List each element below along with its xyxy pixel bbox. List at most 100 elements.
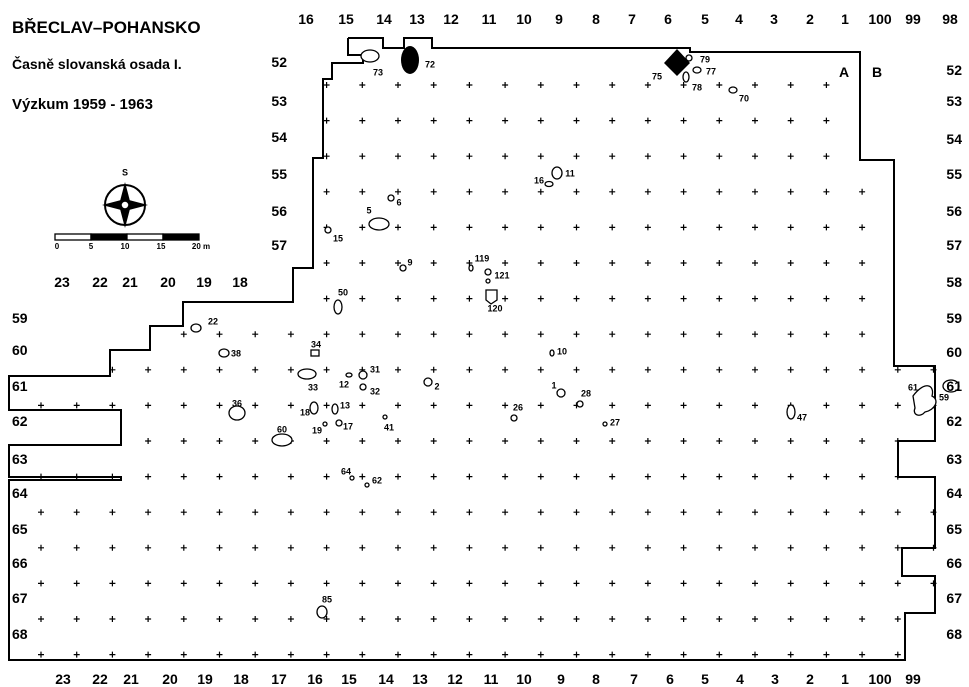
grid-cross — [680, 438, 687, 444]
feature-outline — [364, 482, 370, 488]
grid-row-label: 65 — [946, 521, 962, 537]
grid-cross — [680, 82, 687, 88]
grid-cross — [466, 295, 473, 302]
grid-cross — [609, 295, 616, 302]
grid-cross — [823, 509, 830, 516]
grid-cross — [787, 188, 794, 195]
feature-outline — [728, 86, 738, 94]
feature-number: 77 — [705, 66, 717, 77]
grid-cross — [145, 616, 152, 622]
grid-cross — [752, 509, 758, 516]
grid-cross — [109, 544, 116, 551]
grid-column-label: 21 — [122, 274, 138, 290]
section-label: B — [871, 64, 883, 80]
grid-cross — [466, 616, 473, 622]
grid-column-label: 6 — [666, 671, 674, 687]
grid-cross — [466, 366, 473, 373]
grid-cross — [680, 331, 687, 338]
grid-cross — [466, 473, 473, 480]
grid-cross — [430, 616, 437, 622]
grid-cross — [359, 331, 366, 338]
grid-cross — [752, 153, 758, 160]
grid-cross — [216, 331, 223, 338]
grid-cross — [823, 224, 830, 231]
grid-column-label: 99 — [905, 11, 921, 27]
grid-cross — [395, 402, 401, 409]
grid-cross — [787, 224, 794, 231]
grid-cross — [502, 651, 509, 658]
feature-number: 2 — [434, 381, 440, 392]
grid-cross — [252, 438, 259, 444]
grid-cross — [787, 331, 794, 338]
grid-cross — [216, 616, 223, 622]
grid-cross — [752, 651, 758, 658]
grid-crosses — [38, 82, 937, 658]
grid-cross — [395, 260, 401, 266]
grid-cross — [752, 331, 758, 338]
grid-cross — [323, 117, 330, 124]
grid-row-label: 64 — [12, 485, 28, 501]
grid-cross — [109, 366, 116, 373]
grid-cross — [38, 616, 44, 622]
grid-cross — [787, 260, 794, 266]
grid-cross — [466, 331, 473, 338]
grid-cross — [430, 366, 437, 373]
grid-cross — [823, 473, 830, 480]
grid-cross — [287, 331, 294, 338]
grid-cross — [287, 651, 294, 658]
grid-cross — [537, 117, 544, 124]
grid-cross — [644, 580, 651, 587]
grid-cross — [680, 580, 687, 587]
grid-cross — [859, 544, 866, 551]
grid-cross — [287, 402, 294, 409]
grid-cross — [537, 331, 544, 338]
grid-cross — [644, 438, 651, 444]
grid-cross — [430, 473, 437, 480]
grid-column-label: 3 — [771, 671, 779, 687]
grid-cross — [609, 509, 616, 516]
grid-cross — [787, 544, 794, 551]
grid-cross — [680, 366, 687, 373]
grid-column-label: 11 — [481, 11, 497, 27]
grid-cross — [466, 651, 473, 658]
grid-row-label: 67 — [12, 590, 28, 606]
grid-column-label: 13 — [412, 671, 428, 687]
grid-cross — [752, 260, 758, 266]
feature-number: 27 — [609, 417, 621, 428]
grid-cross — [359, 402, 366, 409]
grid-cross — [38, 544, 44, 551]
grid-cross — [323, 295, 330, 302]
grid-cross — [752, 366, 758, 373]
grid-cross — [73, 580, 80, 587]
grid-cross — [216, 438, 223, 444]
grid-cross — [109, 580, 116, 587]
grid-cross — [859, 651, 866, 658]
grid-cross — [395, 188, 401, 195]
grid-cross — [609, 188, 616, 195]
grid-cross — [609, 544, 616, 551]
grid-cross — [716, 331, 723, 338]
grid-cross — [323, 82, 330, 88]
feature-outline — [942, 379, 960, 393]
grid-cross — [430, 402, 437, 409]
grid-column-label: 7 — [628, 11, 636, 27]
grid-cross — [573, 366, 580, 373]
grid-cross — [502, 82, 509, 88]
grid-row-label: 60 — [946, 344, 962, 360]
grid-cross — [323, 366, 330, 373]
grid-cross — [573, 651, 580, 658]
grid-column-label: 7 — [630, 671, 638, 687]
grid-cross — [216, 544, 223, 551]
grid-cross — [395, 117, 401, 124]
grid-row-label: 63 — [12, 451, 28, 467]
grid-cross — [287, 616, 294, 622]
grid-cross — [395, 544, 401, 551]
feature-outline — [912, 385, 937, 416]
map-subtitle: Časně slovanská osada I. — [12, 56, 182, 72]
grid-column-label: 19 — [196, 274, 212, 290]
grid-cross — [323, 153, 330, 160]
grid-row-label: 66 — [12, 555, 28, 571]
feature-number: 12 — [338, 379, 350, 390]
grid-column-label: 14 — [378, 671, 394, 687]
grid-column-label: 10 — [516, 11, 532, 27]
